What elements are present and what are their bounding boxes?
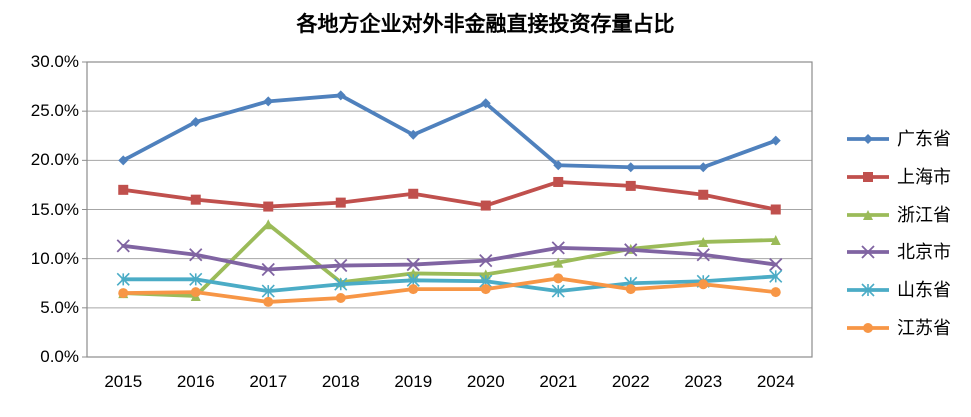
legend-label: 山东省: [897, 280, 951, 301]
legend-label: 江苏省: [897, 318, 951, 338]
y-tick-label: 25.0%: [30, 101, 79, 121]
legend-marker-x-icon: [847, 245, 889, 260]
legend-label: 广东省: [897, 129, 951, 149]
x-tick-label: 2023: [684, 372, 723, 391]
series-guangdong: [118, 90, 781, 173]
series-beijing: [116, 239, 783, 277]
legend-marker-circle-icon: [847, 323, 889, 333]
series-line-jiangsu: [121, 276, 778, 304]
series-shandong: [116, 269, 783, 298]
legend-item-jiangsu: 江苏省: [845, 316, 951, 340]
y-tick-label: 0.0%: [40, 347, 79, 366]
legend-item-shanghai: 上海市: [845, 165, 951, 189]
y-tick-label: 10.0%: [30, 248, 79, 268]
legend-item-zhejiang: 浙江省: [845, 203, 951, 227]
series-line-zhejiang: [121, 222, 778, 298]
x-tick-label: 2020: [466, 372, 505, 391]
legend-marker-triangle-icon: [847, 209, 889, 220]
series-line-shandong: [121, 274, 778, 294]
series-shanghai: [118, 176, 781, 215]
series-line-shanghai: [121, 180, 778, 212]
legend-marker-star-icon: [847, 283, 889, 297]
series-line-guangdong: [121, 93, 778, 170]
x-tick-label: 2021: [539, 372, 578, 391]
x-tick-label: 2015: [104, 372, 143, 391]
chart-title: 各地方企业对外非金融直接投资存量占比: [296, 11, 675, 36]
legend-label: 浙江省: [897, 204, 951, 225]
legend-item-guangdong: 广东省: [845, 127, 951, 151]
legend-label: 北京市: [897, 242, 951, 263]
y-tick-label: 5.0%: [40, 297, 79, 317]
legend-marker-diamond-icon: [847, 134, 889, 144]
series-jiangsu: [118, 273, 781, 307]
x-tick-label: 2018: [321, 372, 360, 391]
legend-marker-square-icon: [847, 171, 889, 182]
x-tick-label: 2022: [611, 372, 650, 391]
plot-border: [86, 61, 813, 358]
legend-item-shandong: 山东省: [845, 278, 951, 302]
y-tick-label: 30.0%: [30, 52, 79, 71]
x-tick-label: 2024: [756, 372, 795, 391]
legend-item-beijing: 北京市: [845, 240, 951, 264]
x-tick-label: 2019: [394, 372, 433, 391]
x-tick-label: 2016: [176, 372, 215, 391]
x-tick-label: 2017: [249, 372, 288, 391]
series-line-beijing: [121, 243, 778, 272]
y-tick-label: 20.0%: [30, 150, 79, 170]
y-tick-label: 15.0%: [30, 199, 79, 219]
legend-label: 上海市: [897, 166, 951, 187]
